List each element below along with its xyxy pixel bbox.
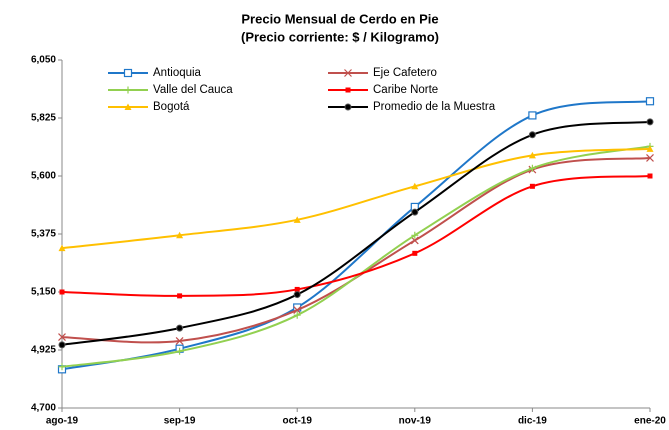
- marker: [528, 164, 536, 172]
- y-tick-label: 5,150: [31, 287, 56, 298]
- y-tick-label: 6,050: [31, 55, 56, 66]
- marker: [58, 341, 66, 349]
- series-line: [61, 156, 651, 344]
- legend-label: Bogotá: [153, 101, 190, 113]
- y-tick-label: 4,925: [31, 345, 56, 356]
- marker: [176, 231, 184, 239]
- marker: [529, 183, 535, 189]
- marker: [646, 118, 654, 126]
- legend-label: Eje Cafetero: [373, 67, 437, 79]
- legend-label: Caribe Norte: [373, 84, 438, 96]
- marker: [177, 293, 183, 299]
- marker: [124, 103, 132, 110]
- marker: [411, 208, 419, 216]
- marker: [293, 311, 301, 319]
- series-line: [61, 147, 651, 250]
- marker: [344, 103, 352, 111]
- legend-label: Valle del Cauca: [153, 84, 233, 96]
- marker: [293, 216, 301, 223]
- marker: [646, 154, 654, 162]
- marker: [123, 68, 133, 78]
- marker: [58, 244, 66, 252]
- marker: [59, 289, 65, 295]
- marker: [58, 333, 66, 342]
- marker: [645, 97, 655, 106]
- y-tick-label: 5,600: [31, 171, 56, 182]
- marker: [176, 347, 184, 355]
- marker: [646, 145, 654, 152]
- marker: [344, 69, 352, 77]
- legend-label: Promedio de la Muestra: [373, 101, 496, 113]
- series-line: [61, 100, 651, 371]
- x-tick-label: oct-19: [282, 416, 312, 427]
- series-line: [61, 120, 651, 346]
- marker: [293, 291, 301, 299]
- y-tick-label: 5,825: [31, 113, 56, 124]
- x-tick-label: dic-19: [518, 416, 547, 427]
- chart-subtitle: (Precio corriente: $ / Kilogramo): [241, 29, 439, 44]
- x-tick-label: ene-20: [634, 416, 666, 427]
- x-tick-label: sep-19: [164, 416, 196, 427]
- marker: [176, 324, 184, 332]
- legend-label: Antioquia: [153, 67, 202, 79]
- marker: [528, 111, 537, 120]
- x-tick-label: ago-19: [46, 416, 79, 427]
- y-tick-label: 5,375: [31, 229, 56, 240]
- marker: [647, 173, 653, 179]
- marker: [412, 250, 418, 256]
- marker: [410, 236, 419, 245]
- y-tick-label: 4,700: [31, 403, 56, 414]
- series-line: [61, 175, 651, 297]
- marker: [411, 182, 419, 190]
- chart-title: Precio Mensual de Cerdo en Pie: [241, 11, 438, 26]
- marker: [58, 363, 66, 371]
- series-line: [61, 145, 651, 368]
- marker: [528, 131, 536, 139]
- marker: [411, 231, 419, 239]
- x-tick-label: nov-19: [399, 416, 432, 427]
- marker: [294, 286, 300, 292]
- marker: [345, 87, 351, 93]
- marker: [293, 306, 302, 314]
- marker: [528, 151, 536, 159]
- marker: [175, 337, 184, 345]
- marker: [124, 86, 132, 94]
